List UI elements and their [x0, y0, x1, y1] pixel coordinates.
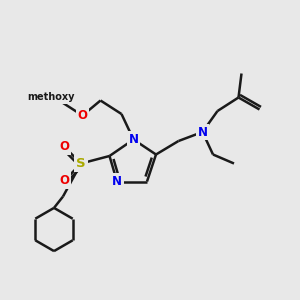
Text: N: N	[197, 125, 208, 139]
Text: methoxy: methoxy	[27, 92, 75, 103]
Text: S: S	[76, 157, 86, 170]
Text: N: N	[128, 133, 139, 146]
Text: O: O	[59, 140, 70, 154]
Text: O: O	[77, 109, 88, 122]
Text: O: O	[59, 174, 70, 187]
Text: N: N	[112, 175, 122, 188]
